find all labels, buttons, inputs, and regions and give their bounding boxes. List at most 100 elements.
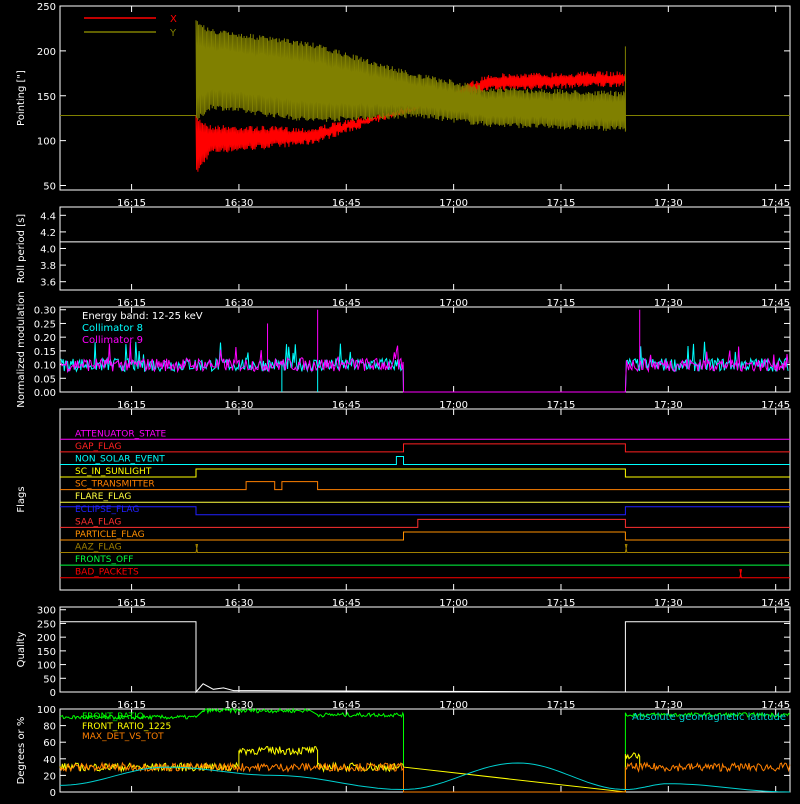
y-tick-label: 200 [37,47,56,58]
y-axis-label: Pointing ["] [16,70,27,126]
x-tick-label: 17:45 [761,700,790,711]
flag-line-SC_IN_SUNLIGHT [60,468,790,478]
panel-roll: 16:15 16:30 16:45 17:00 17:15 17:30 17:45 3.6 3.… [16,206,791,309]
y-axis-label: Quality [16,632,27,668]
y-tick-label: 0.20 [34,333,56,344]
flag-label-ATTENUATOR_STATE: ATTENUATOR_STATE [75,429,167,439]
y-tick-label: 50 [43,182,56,193]
series-Collimator-9 [60,342,789,393]
x-tick-label: 17:30 [654,400,683,411]
panel-pointing: 16:15 16:30 16:45 17:00 17:15 17:30 17:45 50 100… [16,2,791,209]
flag-line-ECLIPSE_FLAG [60,506,790,516]
axes-frame [59,408,791,591]
flag-line-NON_SOLAR_EVENT [60,456,790,465]
legend-label: MAX_DET_VS_TOT [82,732,164,742]
y-tick-label: 3.8 [40,261,56,272]
flag-line-SC_TRANSMITTER [60,481,790,491]
flag-label-NON_SOLAR_EVENT: NON_SOLAR_EVENT [75,454,165,464]
y-tick-label: 0.00 [34,388,56,399]
y-tick-label: 0 [50,688,56,699]
y-tick-label: 50 [43,674,56,685]
x-tick-label: 16:15 [117,598,146,609]
x-tick-label: 17:45 [761,298,790,309]
y-axis-label: Flags [16,486,27,512]
quality-line [60,621,790,694]
x-tick-label: 17:15 [547,198,576,209]
y-tick-label: 100 [37,661,56,672]
y-axis-label: Normalized modulation [16,291,27,408]
flag-line-AAZ_FLAG [60,544,790,553]
x-tick-label: 17:45 [761,198,790,209]
panel-ratios: 0 20 40 60 80 100 Degrees or % FRONT_RATIOFRONT… [16,705,791,799]
x-tick-label: 16:15 [117,298,146,309]
legend-label: Collimator 8 [82,323,143,334]
y-tick-label: 0.10 [34,361,56,372]
flag-label-AAZ_FLAG: AAZ_FLAG [75,543,122,553]
x-tick-label: 17:15 [547,298,576,309]
panel-quality: 16:15 16:30 16:45 17:00 17:15 17:30 17:45 0 50 10… [16,606,791,711]
x-tick-label: 17:00 [439,700,468,711]
y-tick-label: 4.4 [40,211,56,222]
flag-line-GAP_FLAG [60,443,790,453]
y-tick-label: 60 [43,738,56,749]
x-tick-label: 16:30 [225,700,254,711]
y-tick-label: 40 [43,755,56,766]
x-tick-label: 17:00 [439,400,468,411]
x-tick-label: 16:30 [225,298,254,309]
series-Y [195,20,627,132]
series-FRONT_RATIO [59,707,791,793]
x-tick-label: 16:15 [117,198,146,209]
x-tick-label: 17:45 [761,400,790,411]
x-tick-label: 16:45 [332,700,361,711]
y-tick-label: 80 [43,722,56,733]
flag-line-BAD_PACKETS [60,569,790,579]
y-tick-label: 100 [37,705,56,716]
legend-label: FRONT_RATIO [82,712,144,722]
flag-label-SC_IN_SUNLIGHT: SC_IN_SUNLIGHT [75,467,152,477]
axes-frame [59,5,791,191]
y-axis-label: Roll period [s] [16,214,27,283]
y-axis-label: Degrees or % [16,717,27,785]
series-MAX_DET_VS_TOT [59,761,791,793]
x-tick-label: 17:30 [654,700,683,711]
y-tick-label: 0.25 [34,319,56,330]
x-tick-label: 17:30 [654,298,683,309]
y-tick-label: 0 [50,788,56,799]
y-tick-label: 0.30 [34,306,56,317]
x-tick-label: 16:30 [225,400,254,411]
x-tick-label: 16:45 [332,298,361,309]
x-tick-label: 16:15 [117,400,146,411]
flag-label-GAP_FLAG: GAP_FLAG [75,442,121,452]
x-tick-label: 16:15 [117,700,146,711]
x-tick-label: 17:30 [654,198,683,209]
flag-label-SC_TRANSMITTER: SC_TRANSMITTER [75,480,155,490]
x-tick-label: 16:45 [332,400,361,411]
panel-modulation: 16:15 16:30 16:45 17:00 17:15 17:30 17:45 0.00 0… [16,291,791,411]
series-FRONT_RATIO_1225 [59,745,641,793]
flag-line-PARTICLE_FLAG [60,531,790,541]
x-tick-label: 17:15 [547,700,576,711]
y-tick-label: 20 [43,771,56,782]
y-tick-label: 4.0 [40,245,56,256]
y-tick-label: 100 [37,137,56,148]
y-tick-label: 0.15 [34,347,56,358]
y-tick-label: 250 [37,2,56,13]
y-tick-label: 150 [37,647,56,658]
legend-label: Collimator 9 [82,335,143,346]
legend-label-X: X [170,14,177,25]
y-tick-label: 150 [37,92,56,103]
flag-label-BAD_PACKETS: BAD_PACKETS [75,568,139,578]
axes-frame [59,606,791,693]
y-tick-label: 0.05 [34,374,56,385]
y-tick-label: 3.6 [40,278,56,289]
panel-flags: 16:15 16:30 16:45 17:00 17:15 17:30 17:45 Flags… [16,408,791,609]
legend-label: Energy band: 12-25 keV [82,311,203,322]
annotation: Absolute geomagnetic latitude [632,712,786,723]
flag-label-SAA_FLAG: SAA_FLAG [75,517,121,527]
x-tick-label: 16:45 [332,198,361,209]
y-tick-label: 200 [37,633,56,644]
x-tick-label: 17:00 [439,198,468,209]
flag-label-PARTICLE_FLAG: PARTICLE_FLAG [75,530,145,540]
